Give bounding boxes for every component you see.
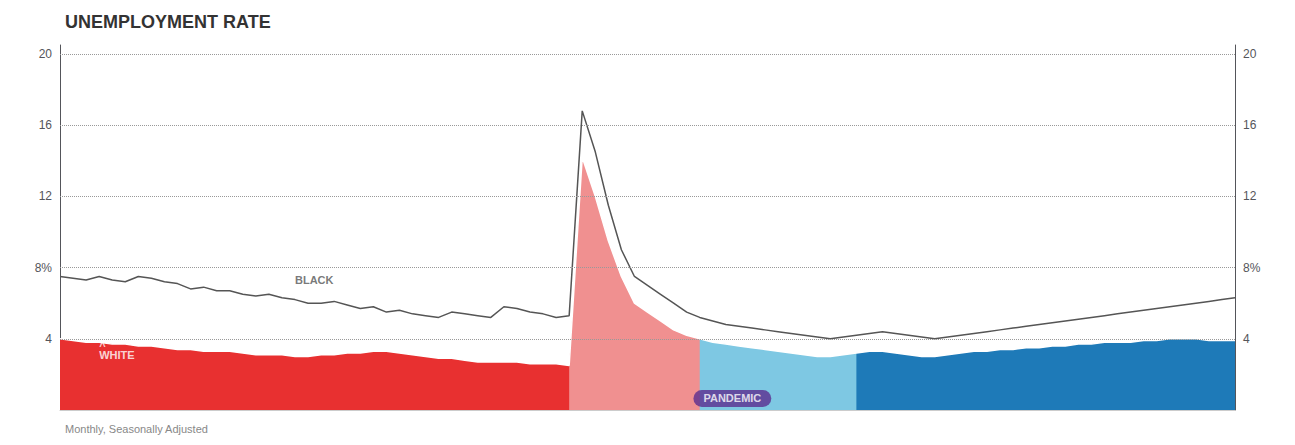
svg-text:4: 4 — [1243, 332, 1250, 346]
svg-text:BLACK: BLACK — [295, 274, 334, 286]
svg-text:WHITE: WHITE — [99, 348, 135, 361]
svg-text:20: 20 — [1243, 47, 1257, 61]
svg-text:8%: 8% — [1243, 261, 1261, 275]
svg-text:12: 12 — [1243, 189, 1257, 203]
svg-text:8%: 8% — [35, 261, 53, 275]
svg-text:PANDEMIC: PANDEMIC — [703, 392, 761, 404]
svg-text:16: 16 — [39, 118, 53, 132]
svg-text:20: 20 — [39, 47, 53, 61]
svg-text:16: 16 — [1243, 118, 1257, 132]
svg-text:Monthly, Seasonally Adjusted: Monthly, Seasonally Adjusted — [65, 423, 208, 435]
svg-text:^: ^ — [99, 340, 106, 352]
svg-text:UNEMPLOYMENT RATE: UNEMPLOYMENT RATE — [65, 12, 271, 32]
svg-text:12: 12 — [39, 189, 53, 203]
svg-text:4: 4 — [45, 332, 52, 346]
